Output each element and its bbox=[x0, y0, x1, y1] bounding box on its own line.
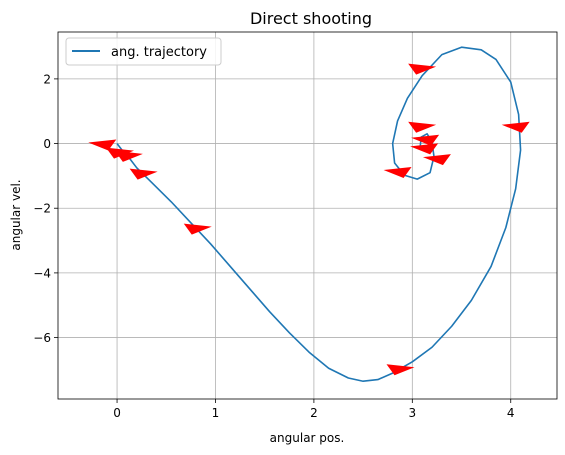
legend-box bbox=[65, 37, 222, 66]
series-layer bbox=[116, 46, 522, 383]
velocity-arrow bbox=[383, 167, 412, 179]
velocity-arrow bbox=[114, 150, 143, 162]
velocity-arrow bbox=[408, 121, 437, 133]
velocity-arrow bbox=[88, 139, 117, 151]
x-tick-label: 4 bbox=[507, 406, 515, 420]
x-tick-label: 0 bbox=[113, 406, 121, 420]
x-tick-label: 3 bbox=[408, 406, 416, 420]
y-tick-label: −2 bbox=[33, 202, 51, 216]
y-tick-label: 0 bbox=[43, 137, 51, 151]
x-tick-label: 2 bbox=[310, 406, 318, 420]
velocity-arrow bbox=[408, 63, 437, 75]
ticks: 0 1 2 3 4 −6 −4 −2 0 2 bbox=[33, 72, 514, 420]
y-axis-label: angular vel. bbox=[9, 179, 23, 250]
velocity-arrow bbox=[410, 143, 439, 155]
velocity-arrow bbox=[411, 134, 440, 146]
y-tick-label: −4 bbox=[33, 266, 51, 280]
y-tick-label: −6 bbox=[33, 331, 51, 345]
velocity-arrow bbox=[183, 223, 212, 235]
velocity-arrow bbox=[386, 364, 415, 376]
x-axis-label: angular pos. bbox=[270, 431, 345, 445]
plot-frame bbox=[57, 31, 558, 400]
series-line bbox=[116, 46, 522, 383]
legend: ang. trajectory bbox=[65, 37, 222, 66]
y-tick-label: 2 bbox=[43, 72, 51, 86]
grid bbox=[58, 32, 557, 399]
chart-title: Direct shooting bbox=[250, 9, 372, 28]
arrow-layer bbox=[88, 63, 530, 376]
legend-label: ang. trajectory bbox=[111, 45, 207, 60]
x-tick-label: 1 bbox=[212, 406, 220, 420]
velocity-arrow bbox=[129, 168, 158, 180]
velocity-arrow bbox=[501, 121, 530, 133]
velocity-arrow bbox=[422, 154, 451, 166]
